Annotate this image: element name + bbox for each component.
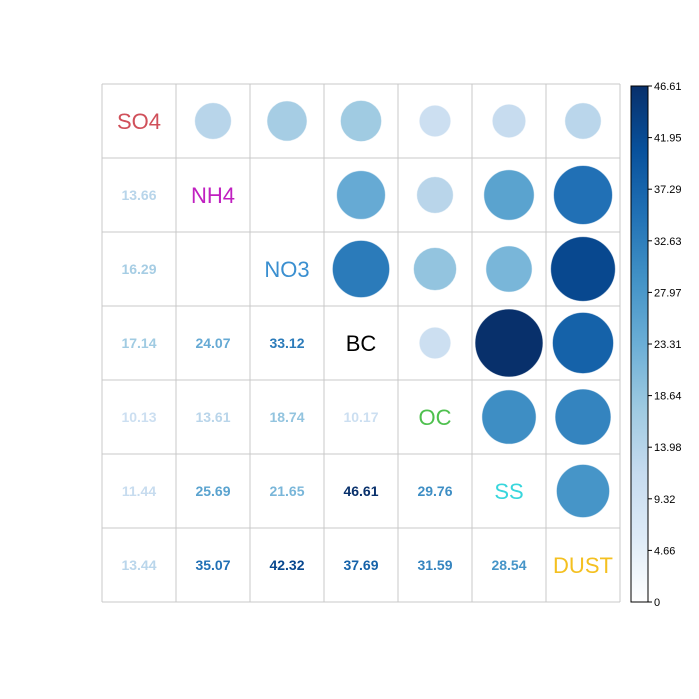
value-ss-so4: 11.44 — [122, 483, 156, 499]
value-bc-no3: 33.12 — [269, 335, 304, 351]
value-dust-bc: 37.69 — [343, 557, 378, 573]
colorbar-tick-label: 27.97 — [654, 287, 682, 299]
circle-bc-oc — [418, 326, 452, 360]
circle-so4-dust — [564, 102, 602, 140]
variable-label-no3: NO3 — [264, 257, 309, 282]
variable-label-oc: OC — [419, 405, 452, 430]
colorbar-tick-label: 32.63 — [654, 236, 682, 248]
circle-so4-bc — [339, 99, 383, 143]
colorbar-tick-label: 41.95 — [654, 133, 682, 145]
circle-oc-dust — [554, 388, 612, 446]
colorbar: 0 4.66 9.32 13.98 18.64 23.31 27.97 32.63 37.29 4… — [630, 81, 682, 609]
circle-no3-ss — [485, 245, 533, 293]
value-no3-so4: 16.29 — [121, 261, 156, 277]
value-ss-oc: 29.76 — [417, 483, 452, 499]
circle-so4-oc — [418, 104, 452, 138]
value-oc-so4: 10.13 — [121, 409, 156, 425]
variable-label-bc: BC — [346, 331, 377, 356]
value-dust-no3: 42.32 — [269, 557, 304, 573]
circle-so4-no3 — [266, 100, 308, 142]
value-ss-bc: 46.61 — [343, 483, 378, 499]
circle-nh4-ss — [483, 169, 535, 221]
colorbar-tick-label: 37.29 — [654, 184, 682, 196]
circle-oc-ss — [481, 389, 537, 445]
colorbar-tick-label: 4.66 — [654, 545, 675, 557]
value-oc-bc: 10.17 — [343, 409, 378, 425]
colorbar-tick-label: 23.31 — [654, 339, 682, 351]
circle-nh4-oc — [416, 176, 454, 214]
value-nh4-so4: 13.66 — [121, 187, 156, 203]
circle-ss-dust — [555, 463, 611, 519]
value-dust-nh4: 35.07 — [195, 557, 230, 573]
colorbar-gradient — [630, 85, 649, 603]
circle-no3-bc — [331, 239, 391, 299]
value-bc-so4: 17.14 — [121, 335, 156, 351]
value-dust-oc: 31.59 — [417, 557, 452, 573]
circle-no3-dust — [550, 236, 616, 302]
circle-bc-dust — [551, 311, 615, 375]
value-ss-nh4: 25.69 — [195, 483, 230, 499]
value-bc-nh4: 24.07 — [195, 335, 230, 351]
value-oc-nh4: 13.61 — [195, 409, 230, 425]
colorbar-tick-label: 46.61 — [654, 81, 682, 93]
variable-label-ss: SS — [494, 479, 523, 504]
circle-so4-ss — [491, 103, 527, 139]
circle-nh4-bc — [336, 170, 386, 220]
value-ss-no3: 21.65 — [269, 483, 304, 499]
colorbar-tick-label: 0 — [654, 597, 660, 609]
value-oc-no3: 18.74 — [269, 409, 304, 425]
value-dust-ss: 28.54 — [491, 557, 526, 573]
grid — [101, 83, 621, 603]
cell-marks: SO4 13.66 NH4 16.29 NO3 17.14 24.07 33.12 BC 10.1… — [117, 99, 616, 578]
variable-label-so4: SO4 — [117, 109, 161, 134]
colorbar-tick-label: 9.32 — [654, 494, 675, 506]
variable-label-nh4: NH4 — [191, 183, 235, 208]
variable-label-dust: DUST — [553, 553, 613, 578]
circle-bc-ss — [474, 308, 544, 378]
circle-so4-nh4 — [194, 102, 232, 140]
colorbar-tick-label: 18.64 — [654, 391, 682, 403]
circle-nh4-dust — [553, 165, 613, 225]
colorbar-tick-label: 13.98 — [654, 442, 682, 454]
value-dust-so4: 13.44 — [121, 557, 156, 573]
circle-no3-oc — [412, 246, 458, 292]
